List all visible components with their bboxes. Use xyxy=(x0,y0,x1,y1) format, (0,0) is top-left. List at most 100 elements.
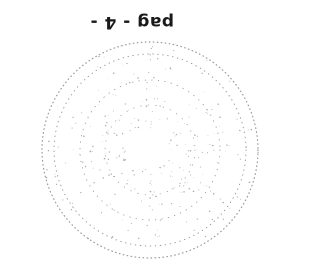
speck xyxy=(103,177,104,178)
speck xyxy=(206,60,207,61)
speck xyxy=(202,73,203,74)
speck xyxy=(184,182,185,183)
speck xyxy=(169,160,170,161)
speck xyxy=(183,170,184,171)
speck xyxy=(147,82,148,83)
speck xyxy=(208,135,209,136)
speck xyxy=(219,116,221,118)
speck xyxy=(183,185,184,186)
speck xyxy=(65,163,66,164)
speck xyxy=(146,88,147,89)
speck xyxy=(151,174,152,175)
speck xyxy=(223,219,224,220)
speck xyxy=(97,66,98,67)
speck xyxy=(229,145,230,146)
speck xyxy=(159,204,160,205)
speck xyxy=(124,152,125,153)
speck xyxy=(72,117,73,118)
speck xyxy=(161,203,162,204)
speck xyxy=(80,192,81,193)
speck xyxy=(114,176,115,177)
speck xyxy=(177,122,178,123)
speck xyxy=(209,144,210,145)
speck xyxy=(169,143,170,144)
speck xyxy=(176,145,177,146)
speck xyxy=(58,147,59,148)
speck xyxy=(102,141,103,142)
speck xyxy=(206,109,207,110)
speck xyxy=(131,123,132,124)
speck xyxy=(237,154,238,155)
speck xyxy=(197,218,198,219)
speck xyxy=(217,103,218,104)
speck xyxy=(193,177,194,178)
speck xyxy=(152,209,153,210)
speck xyxy=(93,168,94,169)
speck xyxy=(121,82,122,83)
speck xyxy=(116,134,117,135)
speck xyxy=(171,171,172,172)
speck xyxy=(125,150,126,151)
speck xyxy=(112,236,114,238)
speck xyxy=(151,48,152,49)
speck xyxy=(102,135,103,136)
speck xyxy=(189,117,190,118)
speck xyxy=(173,50,174,51)
speck xyxy=(98,104,99,105)
speck xyxy=(221,198,222,199)
speck xyxy=(134,188,135,189)
speck xyxy=(131,223,132,224)
speck xyxy=(106,122,107,123)
speck xyxy=(187,182,188,183)
speck xyxy=(197,136,198,137)
speck xyxy=(134,118,135,119)
speck xyxy=(207,113,208,114)
speck xyxy=(116,157,117,158)
speck xyxy=(211,109,212,110)
speck xyxy=(108,174,109,175)
speck xyxy=(79,154,80,155)
speck xyxy=(160,119,161,120)
speck xyxy=(116,95,117,96)
speck xyxy=(236,119,237,120)
speck xyxy=(139,169,140,170)
speck xyxy=(186,222,187,223)
speck xyxy=(203,92,204,93)
speck xyxy=(48,150,49,151)
speck xyxy=(190,165,191,166)
speck xyxy=(189,105,190,106)
speck xyxy=(188,150,189,151)
speck xyxy=(212,145,214,147)
speck xyxy=(46,177,47,178)
speck xyxy=(122,133,123,134)
speck xyxy=(111,174,112,175)
speck xyxy=(149,197,151,199)
speck xyxy=(142,171,143,172)
speck xyxy=(149,54,150,55)
speck xyxy=(202,174,203,175)
speck xyxy=(225,151,226,152)
speck xyxy=(213,193,215,195)
speck xyxy=(214,133,215,134)
speck xyxy=(82,162,83,163)
speck xyxy=(150,183,151,184)
speck xyxy=(248,130,249,131)
speck xyxy=(186,154,187,155)
speck xyxy=(193,145,194,146)
speck xyxy=(181,179,182,180)
speck xyxy=(200,166,201,167)
speck xyxy=(108,115,109,116)
speck xyxy=(217,162,218,163)
speck xyxy=(184,123,185,124)
speck xyxy=(124,151,125,152)
speck xyxy=(212,219,213,220)
speck xyxy=(138,127,139,128)
speck xyxy=(206,112,207,113)
speck xyxy=(209,211,210,212)
speck xyxy=(173,176,174,177)
speck xyxy=(134,74,135,75)
speck xyxy=(175,43,176,44)
speck xyxy=(222,132,223,133)
speck xyxy=(163,165,164,166)
speck xyxy=(167,118,168,119)
